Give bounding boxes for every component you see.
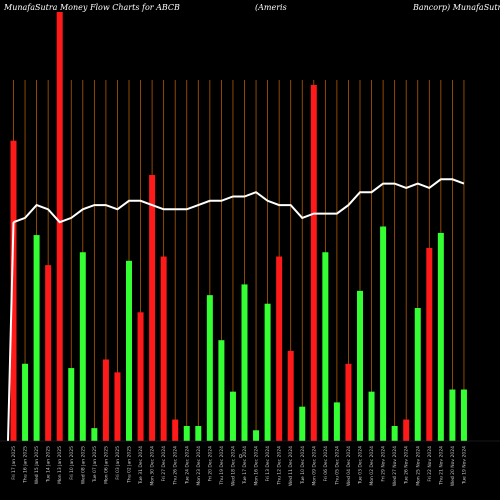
- bar: [391, 425, 398, 441]
- money-flow-line-lead: [7, 222, 15, 442]
- bar: [287, 350, 294, 441]
- x-tick-label: Mon 23 Dec 2024: [196, 446, 202, 486]
- x-tick-label: Tue 17 Dec 2024: [242, 446, 248, 485]
- x-tick-label: Tue 07 Jan 2025: [92, 446, 98, 483]
- x-tick-label: Fri 22 Nov 2024: [427, 446, 433, 482]
- bar: [253, 430, 260, 441]
- bar: [403, 419, 410, 441]
- bar: [102, 359, 109, 441]
- x-tick-label: Wed 18 Dec 2024: [230, 446, 236, 486]
- bar: [45, 265, 52, 441]
- bar: [333, 402, 340, 441]
- x-tick-label: Thu 21 Nov 2024: [438, 446, 444, 486]
- bar: [10, 140, 17, 441]
- zero-axis-mark: 0: [239, 454, 242, 460]
- x-tick-label: Thu 02 Jan 2025: [127, 446, 133, 484]
- bar: [91, 428, 98, 441]
- x-tick-label: Thu 05 Dec 2024: [334, 446, 340, 486]
- bar: [264, 303, 271, 441]
- x-tick-label: Mon 30 Dec 2024: [150, 446, 156, 486]
- bar: [79, 252, 86, 441]
- bar: [160, 256, 167, 441]
- x-tick-label: Fri 29 Nov 2024: [381, 446, 387, 482]
- x-tick-label: Thu 19 Dec 2024: [219, 446, 225, 486]
- x-tick-labels: Fri 17 Jan 2025 Thu 16 Jan 2025 Wed 15 Jan…: [11, 446, 467, 486]
- bar: [183, 425, 190, 441]
- bar: [195, 425, 202, 441]
- chart-title-right: Bancorp) MunafaSutra.com: [412, 3, 500, 12]
- bar: [460, 389, 467, 441]
- bar: [137, 312, 144, 441]
- chart-title-left: MunafaSutra Money Flow Charts for ABCB: [3, 3, 180, 12]
- bar: [449, 389, 456, 441]
- x-tick-label: Fri 13 Dec 2024: [265, 446, 271, 482]
- bar: [33, 235, 40, 441]
- bar: [149, 175, 156, 441]
- bar: [56, 12, 63, 441]
- x-tick-label: Mon 25 Nov 2024: [415, 446, 421, 486]
- bar: [276, 256, 283, 441]
- bar: [172, 419, 179, 441]
- x-tick-label: Wed 11 Dec 2024: [288, 446, 294, 486]
- x-tick-label: Wed 20 Nov 2024: [450, 446, 456, 486]
- bar: [299, 406, 306, 441]
- chart-title-mid: (Ameris: [255, 3, 287, 12]
- bar-series: [10, 12, 467, 442]
- x-tick-label: Wed 27 Nov 2024: [392, 446, 398, 486]
- bar: [368, 391, 375, 441]
- x-tick-label: Thu 12 Dec 2024: [277, 446, 283, 486]
- bar: [414, 308, 421, 441]
- bar: [241, 284, 248, 441]
- x-tick-label: Thu 26 Dec 2024: [173, 446, 179, 486]
- x-tick-label: Thu 16 Jan 2025: [23, 446, 29, 484]
- bar: [206, 295, 213, 441]
- x-tick-label: Fri 17 Jan 2025: [11, 446, 17, 480]
- x-tick-label: Tue 19 Nov 2024: [461, 446, 467, 485]
- x-tick-label: Fri 06 Dec 2024: [323, 446, 329, 482]
- bar: [22, 363, 29, 441]
- bar: [357, 290, 363, 441]
- x-tick-label: Tue 14 Jan 2025: [46, 446, 52, 483]
- x-tick-label: Wed 04 Dec 2024: [346, 446, 352, 486]
- x-tick-label: Tue 24 Dec 2024: [184, 446, 190, 485]
- x-tick-label: Tue 31 Dec 2024: [138, 446, 144, 485]
- x-tick-label: Tue 03 Dec 2024: [358, 446, 364, 485]
- x-tick-label: Mon 02 Dec 2024: [369, 446, 375, 486]
- bar: [322, 252, 329, 441]
- x-tick-label: Wed 15 Jan 2025: [34, 446, 40, 484]
- bar: [68, 368, 75, 441]
- bar: [218, 340, 225, 441]
- x-tick-label: Fri 27 Dec 2024: [161, 446, 167, 482]
- x-tick-label: Mon 06 Jan 2025: [103, 446, 109, 484]
- x-tick-label: Wed 08 Jan 2025: [80, 446, 86, 484]
- x-tick-label: Tue 10 Dec 2024: [300, 446, 306, 485]
- x-tick-label: Fri 03 Jan 2025: [115, 446, 121, 480]
- x-tick-label: Fri 10 Jan 2025: [69, 446, 75, 480]
- bar: [114, 372, 121, 441]
- x-tick-label: Mon 16 Dec 2024: [254, 446, 260, 486]
- x-tick-label: Mon 13 Jan 2025: [57, 446, 63, 484]
- bar: [380, 226, 387, 441]
- bar: [229, 391, 236, 441]
- x-tick-label: Tue 26 Nov 2024: [404, 446, 410, 485]
- x-tick-label: Fri 20 Dec 2024: [207, 446, 213, 482]
- bar: [126, 260, 132, 441]
- bar: [437, 232, 444, 441]
- bar: [345, 363, 352, 441]
- money-flow-line: [13, 178, 465, 224]
- x-tick-label: Mon 09 Dec 2024: [311, 446, 317, 486]
- bar: [426, 247, 433, 441]
- bar: [310, 84, 317, 442]
